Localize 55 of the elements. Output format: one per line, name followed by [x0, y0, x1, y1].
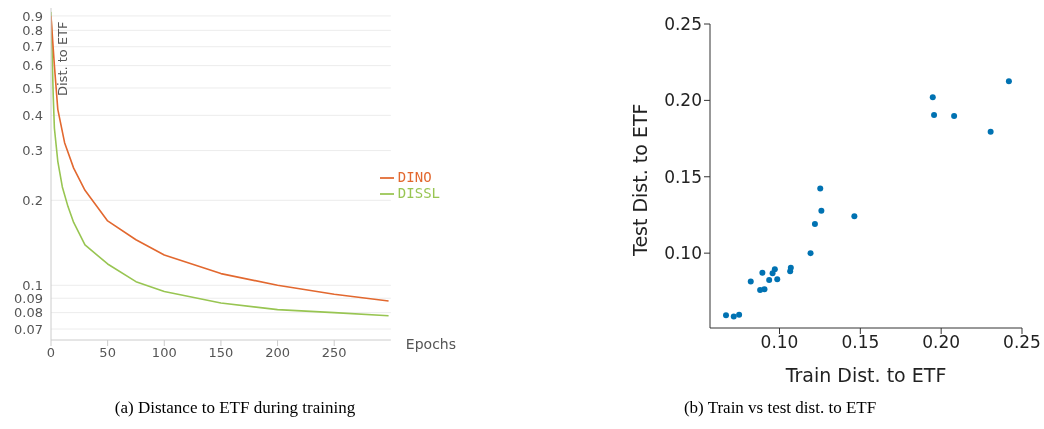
- point: [757, 286, 764, 293]
- x-axis-title: Train Dist. to ETF: [784, 364, 947, 386]
- y-axis-title: Test Dist. to ETF: [628, 103, 651, 257]
- x-tick-label: 0.20: [922, 332, 961, 353]
- x-tick-label: 0.15: [841, 332, 880, 353]
- y-tick-label: 0.2: [22, 192, 43, 208]
- y-tick-label: 0.09: [14, 290, 43, 306]
- point: [736, 311, 743, 318]
- y-axis-title: Dist. to ETF: [55, 21, 70, 96]
- point: [761, 286, 768, 293]
- y-tick-label: 0.25: [664, 14, 702, 35]
- point: [807, 250, 814, 257]
- point: [1005, 78, 1012, 85]
- point: [766, 276, 773, 283]
- x-tick-label: 250: [321, 345, 347, 361]
- point: [730, 313, 737, 320]
- y-tick-label: 0.3: [22, 143, 43, 159]
- y-tick-label: 0.4: [22, 107, 43, 123]
- y-tick-label: 0.07: [14, 321, 43, 337]
- y-tick-label: 0.9: [22, 8, 43, 24]
- point: [931, 112, 938, 119]
- x-tick-label: 200: [265, 345, 290, 361]
- y-tick-label: 0.15: [664, 166, 702, 187]
- legend-label: DINO: [397, 169, 432, 185]
- point: [723, 312, 729, 319]
- x-tick-label: 50: [99, 345, 116, 361]
- point: [759, 269, 766, 276]
- x-tick-label: 0.10: [760, 332, 799, 353]
- legend-label: DISSL: [397, 185, 440, 201]
- point: [818, 207, 825, 214]
- y-tick-label: 0.8: [22, 22, 43, 38]
- point: [747, 278, 754, 285]
- text: (b) Train vs test dist. to ETF: [682, 398, 878, 418]
- y-tick-label: 0.08: [14, 305, 43, 321]
- point: [851, 213, 858, 220]
- y-tick-label: 0.1: [22, 277, 43, 293]
- point: [811, 221, 818, 228]
- point: [951, 112, 958, 119]
- x-tick-label: 100: [151, 345, 177, 361]
- point: [817, 185, 824, 192]
- point: [929, 94, 936, 101]
- y-tick-label: 0.5: [22, 80, 43, 96]
- x-tick-label: 150: [208, 345, 234, 361]
- text: (a) Distance to ETF during training: [113, 398, 357, 418]
- point: [771, 266, 778, 273]
- point: [787, 264, 794, 271]
- y-tick-label: 0.10: [664, 243, 702, 264]
- x-tick-label: 0.25: [1003, 332, 1041, 353]
- y-tick-label: 0.6: [22, 58, 43, 74]
- x-tick-label: 0: [46, 345, 56, 361]
- y-tick-label: 0.20: [664, 90, 702, 111]
- y-tick-label: 0.7: [22, 39, 43, 55]
- point: [774, 276, 781, 283]
- point: [987, 128, 994, 135]
- x-axis-title: Epochs: [405, 336, 456, 352]
